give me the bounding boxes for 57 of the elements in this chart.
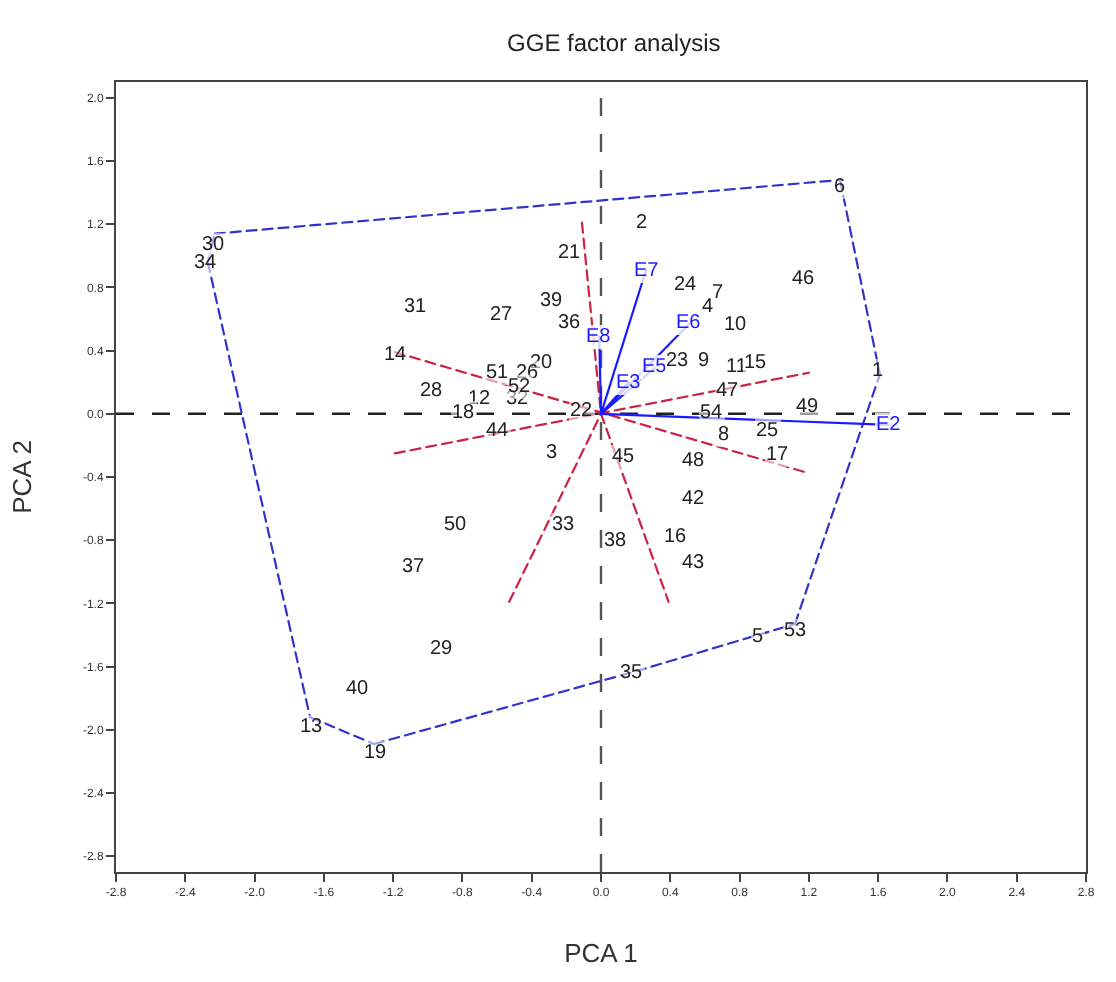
annotation: 54: [700, 402, 724, 424]
annotation: 13: [300, 716, 324, 738]
annotation: 30: [202, 234, 226, 256]
annotation: 25: [756, 420, 780, 442]
annotation: 24: [674, 274, 698, 296]
annotation: 4: [702, 296, 714, 318]
annotation: 1: [872, 360, 884, 382]
data-label: E6: [676, 312, 702, 334]
annotation: 49: [796, 396, 820, 418]
annotation: 3: [546, 442, 558, 464]
data-label: E7: [634, 260, 660, 282]
annotation: 7: [712, 282, 724, 304]
annotation: 6: [834, 176, 846, 198]
annotation: 28: [420, 380, 444, 402]
annotation: 53: [784, 620, 808, 642]
annotation: 22: [570, 400, 594, 422]
annotation: 17: [766, 444, 790, 466]
annotation: 43: [682, 552, 706, 574]
y-axis-title: PCA 2: [6, 440, 37, 514]
annotation: 46: [792, 268, 816, 290]
annotation: 15: [744, 352, 768, 374]
annotation: 51: [486, 362, 510, 384]
annotation: 48: [682, 450, 706, 472]
annotation: 50: [444, 514, 468, 536]
annotation: 33: [552, 514, 576, 536]
annotation: 16: [664, 526, 688, 548]
annotation: 8: [718, 424, 730, 446]
annotation: 42: [682, 488, 706, 510]
annotation: 21: [558, 242, 582, 264]
annotation: 23: [666, 350, 690, 372]
annotation: 45: [612, 446, 636, 468]
annotation: 35: [620, 662, 644, 684]
annotation: 19: [364, 742, 388, 764]
annotation: 44: [486, 420, 510, 442]
annotation: 2: [636, 212, 648, 234]
annotation: 9: [698, 350, 710, 372]
annotation: 31: [404, 296, 428, 318]
annotation: 36: [558, 312, 582, 334]
x-axis-title: PCA 1: [564, 937, 638, 968]
annotation: 37: [402, 556, 426, 578]
annotation: 47: [716, 380, 740, 402]
data-label: E3: [616, 372, 642, 394]
annotation: 11: [726, 356, 748, 378]
annotation: 10: [724, 314, 748, 336]
annotation: 27: [490, 304, 514, 326]
annotation: 38: [604, 530, 628, 552]
annotation: 40: [346, 678, 370, 700]
annotation: 29: [430, 638, 454, 660]
data-label: E2: [876, 414, 902, 436]
data-label: E5: [642, 356, 668, 378]
annotation: 39: [540, 290, 564, 312]
annotation: 34: [194, 252, 218, 274]
annotation: 18: [452, 402, 476, 424]
annotation: 5: [752, 626, 764, 648]
data-label: E8: [586, 326, 612, 348]
chart-title: GGE factor analysis: [507, 29, 721, 58]
annotation: 14: [384, 344, 408, 366]
